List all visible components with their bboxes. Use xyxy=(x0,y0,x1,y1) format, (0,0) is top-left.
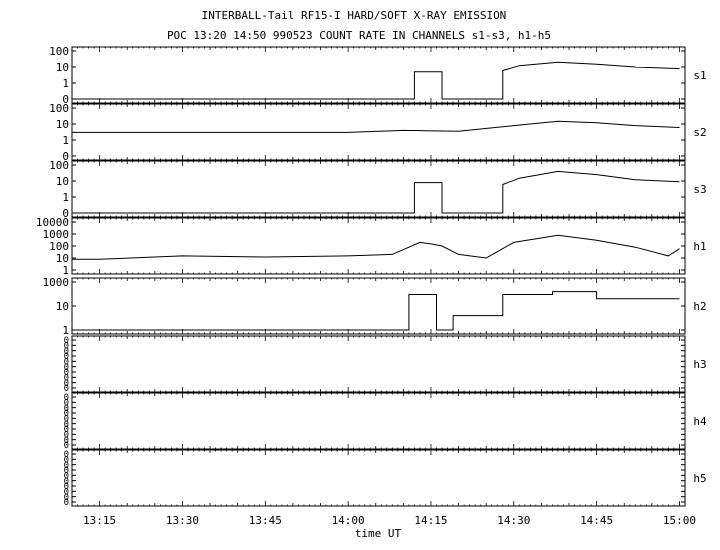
y-tick-label: 0 xyxy=(64,477,69,487)
y-tick-label: 1000 xyxy=(43,276,70,289)
y-tick-label: 10 xyxy=(56,300,69,313)
series-line-s3 xyxy=(72,170,680,214)
panel-frame xyxy=(71,46,686,104)
y-tick-label: 0 xyxy=(64,398,69,408)
panel-label-s2: s2 xyxy=(693,126,706,139)
y-tick-label: 10 xyxy=(56,118,69,131)
y-tick-label: 0 xyxy=(64,384,69,394)
x-tick-label: 14:45 xyxy=(580,514,613,527)
y-tick-label: 0 xyxy=(64,455,69,465)
y-tick-label: 0 xyxy=(64,493,69,503)
y-tick-label: 0 xyxy=(64,368,69,378)
y-tick-label: 1000 xyxy=(43,228,70,241)
y-tick-label: 0 xyxy=(64,352,69,362)
y-tick-label: 1 xyxy=(62,134,69,147)
panel-label-h1: h1 xyxy=(693,240,706,253)
y-tick-label: 0 xyxy=(64,336,69,346)
panel-h2: h2 1000 10 1 xyxy=(43,276,707,337)
y-tick-label: 0 xyxy=(64,466,69,476)
y-tick-label: 100 xyxy=(49,159,69,172)
panel-label-h4: h4 xyxy=(693,415,707,428)
panel-label-h5: h5 xyxy=(693,472,706,485)
y-tick-label: 10 xyxy=(56,252,69,265)
y-tick-label: 1 xyxy=(62,324,69,337)
panel-label-h3: h3 xyxy=(693,358,706,371)
y-tick-label: 0 xyxy=(64,393,69,403)
y-tick-label: 0 xyxy=(64,341,69,351)
y-tick-label: 0 xyxy=(64,373,69,383)
y-tick-label: 0 xyxy=(64,487,69,497)
x-tick-label: 13:15 xyxy=(83,514,116,527)
panel-frame xyxy=(71,449,686,507)
y-tick-label: 100 xyxy=(49,45,69,58)
y-tick-label: 0 xyxy=(64,450,69,460)
y-tick-label: 10 xyxy=(56,61,69,74)
x-tick-label: 14:00 xyxy=(332,514,365,527)
panel-label-s3: s3 xyxy=(693,183,706,196)
y-tick-label: 0 xyxy=(62,207,69,220)
y-tick-label: 0 xyxy=(64,347,69,357)
series-line-h2 xyxy=(72,291,680,331)
chart-subtitle: POC 13:20 14:50 990523 COUNT RATE IN CHA… xyxy=(167,29,551,42)
y-tick-label: 0 xyxy=(62,150,69,163)
y-tick-label: 0 xyxy=(64,363,69,373)
y-tick-label: 100 xyxy=(49,240,69,253)
chart-title: INTERBALL-Tail RF15-I HARD/SOFT X-RAY EM… xyxy=(202,9,507,22)
series-line-s2 xyxy=(72,120,680,133)
y-tick-label: 0 xyxy=(64,430,69,440)
y-tick-label: 0 xyxy=(64,404,69,414)
y-tick-label: 0 xyxy=(64,409,69,419)
y-tick-label: 0 xyxy=(64,379,69,389)
y-tick-label: 0 xyxy=(64,357,69,367)
x-tick-label: 14:30 xyxy=(497,514,530,527)
series-line-h1 xyxy=(72,234,680,260)
panel-frame xyxy=(71,217,686,275)
x-tick-label: 13:45 xyxy=(249,514,282,527)
series-line-s1 xyxy=(72,61,680,100)
panel-frame xyxy=(71,392,686,450)
panel-label-h2: h2 xyxy=(693,300,706,313)
y-tick-label: 1 xyxy=(62,77,69,90)
y-tick-label: 0 xyxy=(62,93,69,106)
y-tick-label: 0 xyxy=(64,471,69,481)
y-tick-label: 100 xyxy=(49,102,69,115)
panel-frame xyxy=(71,277,686,335)
panel-frame xyxy=(71,335,686,393)
x-tick-label: 13:30 xyxy=(166,514,199,527)
y-tick-label: 0 xyxy=(64,420,69,430)
y-tick-label: 0 xyxy=(64,425,69,435)
x-tick-label: 14:15 xyxy=(414,514,447,527)
y-tick-label: 0 xyxy=(64,441,69,451)
panel-frame xyxy=(71,160,686,218)
y-tick-label: 10 xyxy=(56,175,69,188)
y-tick-label: 0 xyxy=(64,436,69,446)
y-tick-label: 0 xyxy=(64,414,69,424)
x-axis-label: time UT xyxy=(355,527,402,540)
y-tick-label: 0 xyxy=(64,461,69,471)
y-tick-label: 1 xyxy=(62,191,69,204)
y-tick-label: 0 xyxy=(64,498,69,508)
y-tick-label: 10000 xyxy=(36,216,69,229)
y-tick-label: 0 xyxy=(64,482,69,492)
panel-label-s1: s1 xyxy=(693,69,706,82)
x-tick-label: 15:00 xyxy=(663,514,696,527)
y-tick-label: 1 xyxy=(62,264,69,277)
